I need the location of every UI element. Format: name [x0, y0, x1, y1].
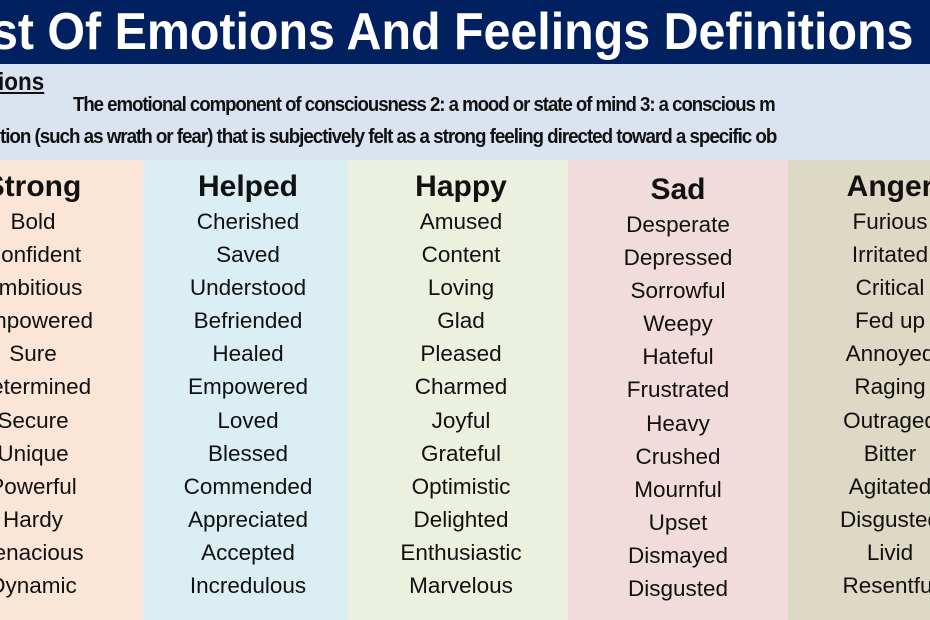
emotion-word: Determined — [0, 374, 92, 400]
emotion-word: Incredulous — [189, 573, 307, 599]
emotion-word: Enthusiastic — [400, 539, 522, 565]
emotion-word: Saved — [216, 242, 280, 268]
title-bar: List Of Emotions And Feelings Definition… — [0, 0, 930, 64]
definitions-section: Definitions The emotional component of c… — [0, 64, 930, 160]
emotion-word: Appreciated — [187, 506, 309, 532]
emotion-word: Optimistic — [411, 473, 511, 499]
column-heading: Helped — [197, 170, 299, 203]
emotion-word: Bold — [10, 209, 56, 234]
emotion-word: Upset — [648, 509, 708, 535]
column-content: Happy Amused Content Loving Glad Pleased Charm… — [348, 160, 568, 602]
emotion-word: Weepy — [643, 311, 713, 337]
emotion-word: Mournful — [634, 476, 722, 502]
emotion-word: Amused — [419, 209, 503, 234]
emotion-word: Blessed — [207, 440, 289, 466]
column-strong: Strong Bold Confident Ambitious Empowered Sur… — [0, 160, 143, 620]
column-heading: Sad — [650, 173, 706, 206]
emotion-word: Content — [421, 242, 501, 268]
emotion-word: Fed up — [854, 308, 926, 334]
column-heading: Strong — [0, 170, 82, 203]
definitions-heading: Definitions — [0, 68, 45, 96]
emotion-word: Disgusted — [627, 576, 729, 602]
emotion-word: Loved — [217, 407, 279, 433]
definition-line-2: tion (such as wrath or fear) that is sub… — [0, 126, 777, 148]
emotion-word: Critical — [855, 275, 925, 301]
emotion-word: Dynamic — [0, 573, 77, 599]
emotion-word: Healed — [212, 341, 284, 367]
emotion-word: Heavy — [646, 410, 710, 436]
column-heading: Happy — [415, 170, 507, 203]
emotion-word: Furious — [852, 209, 928, 234]
emotion-word: Outraged — [843, 407, 930, 433]
column-heading: Anger — [846, 170, 930, 203]
emotion-word: Resentful — [842, 573, 930, 599]
emotion-word: Powerful — [0, 473, 77, 499]
column-anger: Anger Furious Irritated Critical Fed up Annoy… — [788, 160, 930, 620]
emotion-word: Befriended — [193, 308, 303, 334]
column-sad: Sad Desperate Depressed Sorrowful Weepy Hatef… — [568, 160, 788, 620]
emotion-word: Confident — [0, 242, 82, 268]
emotion-word: Sure — [9, 341, 57, 367]
emotion-word: Crushed — [635, 443, 721, 469]
emotion-word: Disgusted — [839, 506, 930, 532]
emotion-word: Bitter — [863, 440, 917, 466]
column-content: Helped Cherished Saved Understood Befriended… — [143, 160, 348, 602]
column-content: Strong Bold Confident Ambitious Empowered Sur… — [0, 160, 143, 602]
emotion-word: Hardy — [2, 506, 64, 532]
emotion-word: Hateful — [642, 344, 714, 370]
emotion-word: Livid — [866, 539, 914, 565]
emotion-word: Ambitious — [0, 275, 83, 301]
emotion-word: Frustrated — [626, 377, 730, 403]
emotion-word: Annoyed — [845, 341, 930, 367]
emotion-word: Joyful — [431, 407, 491, 433]
emotion-word: Accepted — [201, 539, 295, 565]
emotion-word: Depressed — [623, 245, 733, 271]
emotion-word: Dismayed — [627, 542, 729, 568]
emotion-word: Delighted — [413, 506, 509, 532]
emotion-word: Empowered — [187, 374, 309, 400]
emotion-word: Glad — [437, 308, 485, 334]
emotion-word: Sorrowful — [630, 278, 726, 304]
emotion-word: Desperate — [626, 212, 730, 237]
emotion-word: Commended — [183, 473, 313, 499]
emotion-word: Understood — [189, 275, 307, 301]
emotion-word: Marvelous — [409, 573, 513, 599]
emotion-word: Grateful — [420, 440, 502, 466]
column-happy: Happy Amused Content Loving Glad Pleased Charm… — [348, 160, 568, 620]
column-content: Anger Furious Irritated Critical Fed up Annoy… — [788, 160, 930, 602]
emotion-word: Agitated — [848, 473, 930, 499]
emotion-word: Tenacious — [0, 539, 84, 565]
emotion-word: Secure — [0, 407, 69, 433]
page-title: List Of Emotions And Feelings Definition… — [0, 3, 914, 61]
column-content: Sad Desperate Depressed Sorrowful Weepy Hatef… — [568, 163, 788, 605]
emotion-word: Irritated — [851, 242, 929, 268]
emotion-word: Charmed — [414, 374, 508, 400]
emotion-word: Raging — [854, 374, 926, 400]
emotion-word: Unique — [0, 440, 69, 466]
emotion-word: Cherished — [196, 209, 300, 234]
definition-line-1: The emotional component of consciousness… — [73, 94, 776, 116]
column-helped: Helped Cherished Saved Understood Befriended… — [143, 160, 348, 620]
emotion-word: Empowered — [0, 308, 94, 334]
emotion-word: Pleased — [420, 341, 502, 367]
emotion-word: Loving — [427, 275, 495, 301]
